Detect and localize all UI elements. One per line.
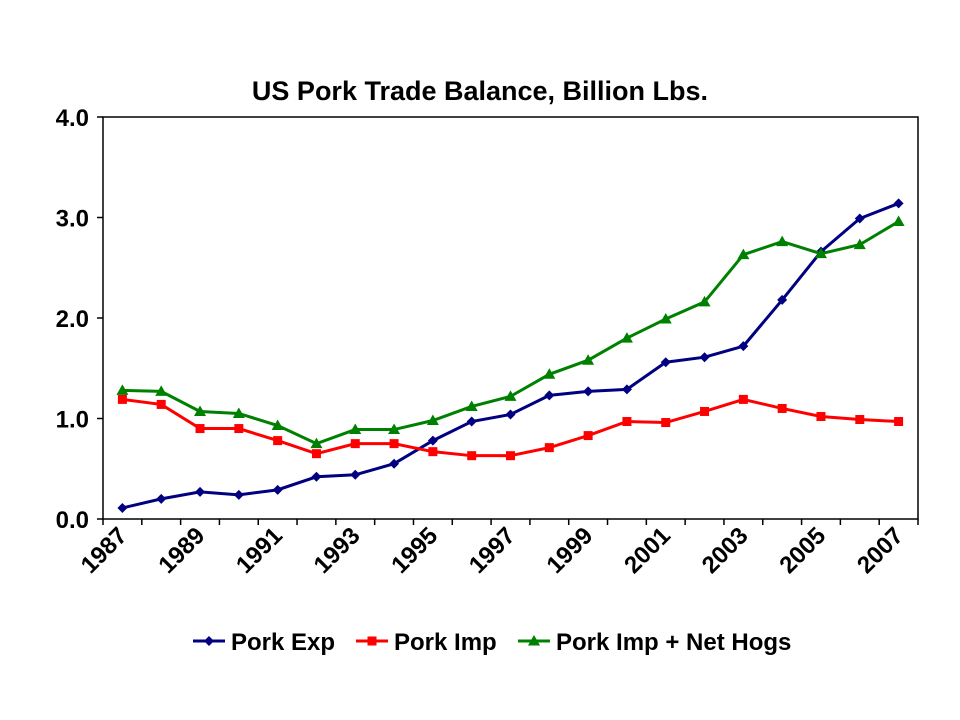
data-point: [544, 443, 554, 453]
data-point: [389, 458, 400, 469]
data-point: [659, 313, 672, 324]
data-point: [700, 406, 710, 416]
data-point: [855, 415, 865, 425]
data-point: [156, 399, 166, 409]
data-point: [466, 416, 477, 427]
data-point: [465, 400, 478, 411]
data-point: [195, 424, 205, 434]
y-tick-label: 0.0: [56, 507, 89, 534]
x-tick-label: 2005: [774, 522, 831, 579]
data-point: [699, 352, 710, 363]
data-point: [894, 417, 904, 427]
y-axis: 0.0 1.0 2.0 3.0 4.0: [56, 105, 103, 534]
x-tick-label: 1995: [386, 522, 443, 579]
data-point: [311, 471, 322, 482]
legend-item: Pork Imp + Net Hogs: [518, 629, 791, 656]
data-point: [776, 235, 789, 247]
data-point: [583, 386, 594, 397]
data-point: [349, 423, 362, 435]
data-point: [272, 484, 283, 495]
data-point: [233, 489, 244, 500]
data-point: [311, 449, 321, 459]
data-point: [738, 394, 748, 404]
y-tick-label: 3.0: [56, 206, 89, 233]
data-point: [156, 493, 167, 504]
data-point: [737, 248, 750, 260]
y-tick-label: 4.0: [56, 105, 89, 132]
data-point: [777, 294, 788, 305]
series-1: [117, 394, 904, 461]
data-point: [621, 384, 632, 395]
legend-marker: [204, 636, 214, 646]
data-point: [853, 238, 866, 250]
legend-label: Pork Exp: [231, 629, 335, 656]
y-tick-label: 2.0: [56, 306, 89, 333]
x-tick-label: 1997: [464, 522, 521, 579]
series-0: [117, 198, 904, 513]
data-point: [273, 436, 283, 446]
x-tick-label: 1993: [309, 522, 366, 579]
data-point: [388, 423, 401, 435]
data-point: [234, 424, 244, 434]
data-point: [505, 409, 516, 420]
data-point: [620, 332, 633, 343]
data-point: [426, 414, 439, 426]
chart-title: US Pork Trade Balance, Billion Lbs.: [252, 76, 708, 106]
legend-label: Pork Imp: [394, 629, 497, 656]
data-point: [389, 439, 399, 449]
data-point: [738, 341, 749, 352]
data-point: [155, 385, 168, 396]
data-point: [195, 486, 206, 497]
data-point: [506, 451, 515, 461]
series-layer: [116, 198, 905, 513]
data-point: [661, 418, 671, 428]
series-line: [122, 202, 900, 510]
data-point: [350, 439, 360, 449]
legend-item: Pork Imp: [356, 629, 497, 656]
x-axis: 1987 1989 1991 1993 1995 1997 1999 2001 2003 2005…: [76, 519, 919, 579]
x-tick-label: 2001: [619, 522, 676, 579]
data-point: [504, 390, 517, 401]
legend-label: Pork Imp + Net Hogs: [556, 629, 791, 656]
data-point: [777, 403, 787, 413]
data-point: [232, 407, 245, 418]
series-2: [116, 215, 905, 449]
data-point: [854, 213, 865, 224]
data-point: [350, 469, 361, 480]
legend-item: Pork Exp: [193, 629, 335, 656]
data-point: [194, 405, 207, 416]
data-point: [428, 447, 438, 457]
data-point: [117, 394, 127, 404]
data-point: [583, 431, 593, 441]
data-point: [543, 368, 556, 379]
legend: Pork Exp Pork Imp Pork Imp + Net Hogs: [193, 629, 791, 656]
x-tick-label: 1999: [542, 522, 599, 579]
legend-marker: [528, 635, 540, 646]
data-point: [660, 357, 671, 368]
data-point: [544, 390, 555, 401]
data-point: [467, 451, 477, 461]
data-point: [698, 295, 711, 307]
data-point: [622, 417, 632, 427]
data-point: [271, 419, 284, 431]
data-point: [893, 198, 904, 209]
data-point: [116, 384, 129, 395]
legend-marker: [367, 636, 377, 646]
x-tick-label: 1989: [153, 522, 210, 579]
data-point: [814, 247, 827, 259]
x-tick-label: 2007: [852, 522, 909, 579]
data-point: [582, 354, 595, 365]
x-tick-label: 2003: [697, 522, 754, 579]
data-point: [117, 502, 128, 513]
data-point: [310, 437, 323, 449]
data-point: [816, 411, 826, 421]
data-point: [427, 435, 438, 446]
x-tick-label: 1991: [231, 522, 288, 579]
data-point: [892, 215, 905, 227]
y-tick-label: 1.0: [56, 407, 89, 434]
